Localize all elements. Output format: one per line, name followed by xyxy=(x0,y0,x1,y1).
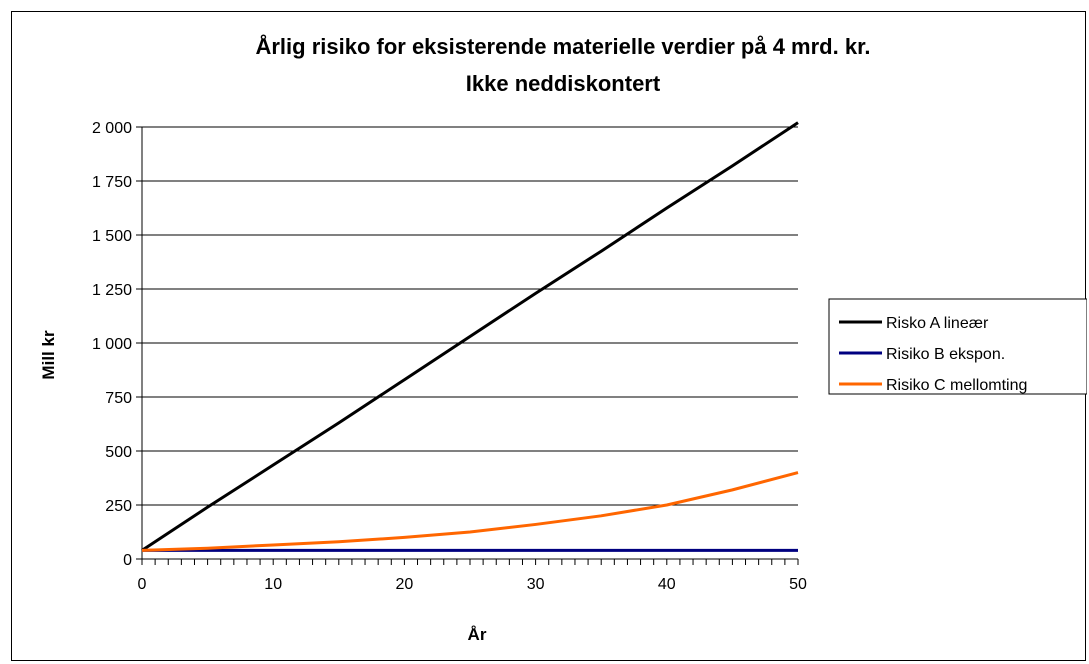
x-tick-label: 20 xyxy=(396,576,414,593)
x-tick-label: 30 xyxy=(527,576,545,593)
legend: Risko A lineær Risiko B ekspon. Risiko C m… xyxy=(828,298,1087,395)
chart-subtitle: Ikke neddiskontert xyxy=(466,71,661,96)
axes xyxy=(136,126,799,565)
y-tick-label: 1 250 xyxy=(92,282,132,299)
y-tick-label: 250 xyxy=(105,498,132,515)
line-chart: Årlig risiko for eksisterende materielle… xyxy=(39,33,1087,644)
y-tick-label: 1 000 xyxy=(92,336,132,353)
x-tick-label: 40 xyxy=(658,576,676,593)
legend-label: Risiko C mellomting xyxy=(886,377,1027,394)
y-tick-labels: 0 250 500 750 1 000 1 250 1 500 1 750 2 000 xyxy=(92,120,132,569)
legend-label: Risko A lineær xyxy=(886,315,989,332)
y-axis-label: Mill kr xyxy=(39,330,58,380)
x-tick-label: 50 xyxy=(789,576,807,593)
y-tick-label: 1 750 xyxy=(92,174,132,191)
legend-label: Risiko B ekspon. xyxy=(886,346,1005,363)
series-line xyxy=(141,121,799,552)
series-lines xyxy=(141,121,799,552)
gridlines xyxy=(142,126,798,506)
x-tick-label: 10 xyxy=(264,576,282,593)
x-tick-labels: 0 10 20 30 40 50 xyxy=(138,576,807,593)
y-tick-label: 2 000 xyxy=(92,120,132,137)
chart-title: Årlig risiko for eksisterende materielle… xyxy=(255,33,870,59)
y-tick-label: 1 500 xyxy=(92,228,132,245)
y-tick-label: 750 xyxy=(105,390,132,407)
x-tick-label: 0 xyxy=(138,576,147,593)
x-axis-label: År xyxy=(468,625,487,644)
legend-box xyxy=(828,298,1087,395)
series-line xyxy=(141,471,799,552)
y-tick-label: 500 xyxy=(105,444,132,461)
chart-frame: Årlig risiko for eksisterende materielle… xyxy=(11,11,1087,661)
y-tick-label: 0 xyxy=(123,552,132,569)
